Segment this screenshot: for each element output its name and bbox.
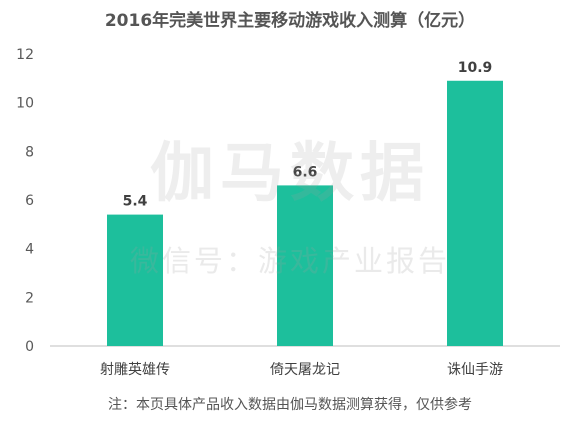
bar-1 — [107, 214, 163, 346]
x-tick-label-3: 诛仙手游 — [447, 362, 503, 378]
y-tick-label: 8 — [25, 144, 34, 160]
x-tick-label-2: 倚天屠龙记 — [270, 362, 340, 378]
bar-3 — [447, 80, 503, 347]
value-labels: 5.4 6.6 10.9 — [123, 60, 493, 210]
value-label-2: 6.6 — [293, 164, 318, 180]
y-tick-label: 10 — [16, 96, 34, 112]
bar-2 — [277, 185, 333, 346]
value-label-3: 10.9 — [458, 60, 493, 76]
chart-title: 2016年完美世界主要移动游戏收入测算（亿元） — [104, 11, 476, 31]
y-axis-ticks: 0 2 4 6 8 10 12 — [16, 47, 34, 355]
x-tick-label-1: 射雕英雄传 — [100, 361, 170, 378]
y-tick-label: 6 — [25, 193, 34, 209]
footnote: 注：本页具体产品收入数据由伽马数据测算获得，仅供参考 — [108, 397, 472, 413]
y-tick-label: 4 — [25, 242, 34, 258]
y-tick-label: 12 — [16, 47, 34, 63]
value-label-1: 5.4 — [123, 194, 148, 210]
y-tick-label: 0 — [25, 339, 34, 355]
bars — [107, 80, 503, 347]
x-axis-labels: 射雕英雄传 倚天屠龙记 诛仙手游 — [100, 361, 503, 378]
y-tick-label: 2 — [25, 290, 34, 306]
